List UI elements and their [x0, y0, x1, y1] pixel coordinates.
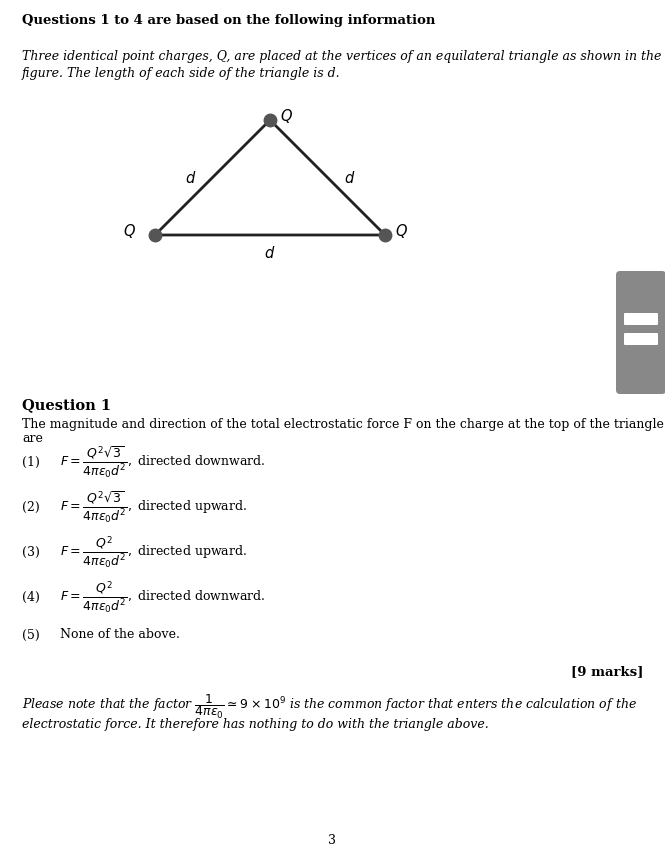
Text: figure. The length of each side of the triangle is d.: figure. The length of each side of the t…: [22, 67, 340, 80]
Text: $F = \dfrac{Q^2\sqrt{3}}{4\pi\epsilon_0 d^2},$ directed upward.: $F = \dfrac{Q^2\sqrt{3}}{4\pi\epsilon_0 …: [60, 490, 247, 525]
FancyBboxPatch shape: [616, 271, 665, 394]
Text: The magnitude and direction of the total electrostatic force F on the charge at : The magnitude and direction of the total…: [22, 418, 664, 431]
Text: 3: 3: [328, 834, 336, 847]
Text: (5): (5): [22, 628, 40, 641]
Text: are: are: [22, 432, 43, 445]
Text: (1): (1): [22, 455, 40, 468]
Text: $F = \dfrac{Q^2}{4\pi\epsilon_0 d^2},$ directed downward.: $F = \dfrac{Q^2}{4\pi\epsilon_0 d^2},$ d…: [60, 580, 265, 615]
Text: (4): (4): [22, 591, 40, 603]
Text: electrostatic force. It therefore has nothing to do with the triangle above.: electrostatic force. It therefore has no…: [22, 718, 489, 731]
Text: [9 marks]: [9 marks]: [571, 665, 643, 678]
Text: $d$: $d$: [344, 169, 355, 186]
Text: $F = \dfrac{Q^2\sqrt{3}}{4\pi\epsilon_0 d^2},$ directed downward.: $F = \dfrac{Q^2\sqrt{3}}{4\pi\epsilon_0 …: [60, 444, 265, 479]
Text: (3): (3): [22, 545, 40, 558]
Text: (2): (2): [22, 501, 40, 514]
Text: Three identical point charges, Q, are placed at the vertices of an equilateral t: Three identical point charges, Q, are pl…: [22, 50, 662, 63]
Text: Questions 1 to 4 are based on the following information: Questions 1 to 4 are based on the follow…: [22, 14, 436, 27]
Text: $Q$: $Q$: [395, 222, 408, 240]
Text: $F = \dfrac{Q^2}{4\pi\epsilon_0 d^2},$ directed upward.: $F = \dfrac{Q^2}{4\pi\epsilon_0 d^2},$ d…: [60, 534, 247, 570]
Text: Please note that the factor $\dfrac{1}{4\pi\varepsilon_0} \simeq 9 \times 10^9$ : Please note that the factor $\dfrac{1}{4…: [22, 693, 637, 721]
FancyBboxPatch shape: [624, 313, 658, 325]
Text: $d$: $d$: [185, 169, 196, 186]
Text: None of the above.: None of the above.: [60, 628, 180, 641]
Text: $Q$: $Q$: [280, 107, 293, 125]
Text: $d$: $d$: [264, 245, 276, 261]
Text: $Q$: $Q$: [123, 222, 136, 240]
FancyBboxPatch shape: [624, 333, 658, 345]
Text: Question 1: Question 1: [22, 398, 111, 412]
